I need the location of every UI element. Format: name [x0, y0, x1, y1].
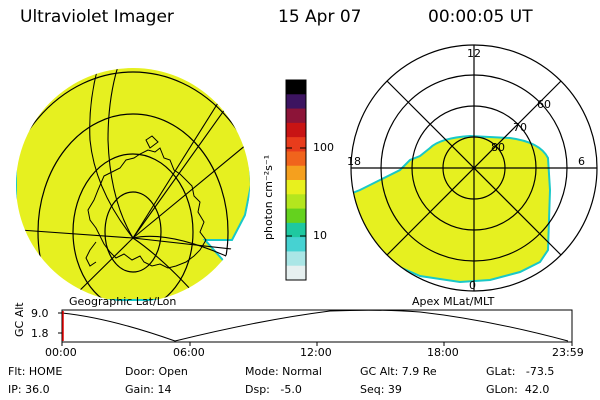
colorbar-segment	[286, 222, 306, 238]
mlt-label-right: 6	[578, 155, 585, 168]
timeline-xtick-1: 06:00	[173, 346, 205, 359]
colorbar-frame	[285, 79, 307, 281]
colorbar-segment	[286, 94, 306, 110]
colorbar-segment	[286, 80, 306, 95]
right-panel-caption: Apex MLat/MLT	[412, 295, 495, 308]
left-panel-caption: Geographic Lat/Lon	[69, 295, 177, 308]
timeline-xtick-4: 23:59	[552, 346, 584, 359]
status-gc-alt: GC Alt: 7.9 Re	[360, 365, 437, 378]
globe-lat-rings	[16, 71, 250, 302]
status-ip: IP: 36.0	[8, 383, 50, 396]
polar-grid	[350, 44, 598, 292]
status-door: Door: Open	[125, 365, 188, 378]
lat-label-70: 70	[513, 121, 527, 134]
colorbar-segment	[286, 208, 306, 224]
date-label: 15 Apr 07	[278, 7, 362, 27]
status-flt: Flt: HOME	[8, 365, 63, 378]
timeline-ylabel: GC Alt	[13, 302, 26, 337]
status-glat: GLat: -73.5	[486, 365, 555, 378]
status-seq: Seq: 39	[360, 383, 402, 396]
colorbar-segment	[286, 251, 306, 267]
lat-label-60: 60	[537, 98, 551, 111]
left-fill-region	[16, 68, 250, 301]
colorbar-tick-100: 100	[313, 141, 334, 154]
timeline-xtick-3: 18:00	[427, 346, 459, 359]
timeline-frame	[61, 309, 573, 343]
polar-map	[350, 44, 598, 292]
colorbar-tick-10: 10	[313, 229, 327, 242]
mlt-label-top: 12	[467, 47, 481, 60]
colorbar-segment	[286, 165, 306, 181]
colorbar-segment	[286, 237, 306, 252]
timeline-ytick-low: 1.8	[31, 327, 49, 340]
colorbar-segment	[286, 108, 306, 124]
timeline-xtick-2: 12:00	[300, 346, 332, 359]
time-label: 00:00:05 UT	[428, 7, 533, 27]
colorbar-segment	[286, 265, 306, 281]
status-glon: GLon: 42.0	[486, 383, 550, 396]
altitude-curve	[61, 309, 569, 342]
timeline-xtick-0: 00:00	[45, 346, 77, 359]
instrument-title: Ultraviolet Imager	[20, 7, 174, 27]
colorbar-segment	[286, 137, 306, 152]
timeline-ytick-high: 9.0	[31, 307, 49, 320]
colorbar-unit-label: photon cm⁻²s⁻¹	[262, 154, 275, 240]
colorbar-segment	[286, 194, 306, 210]
mlt-label-left: 18	[347, 155, 361, 168]
mlt-label-bottom: 0	[469, 279, 476, 292]
status-dsp: Dsp: -5.0	[245, 383, 302, 396]
lat-label-80: 80	[491, 141, 505, 154]
colorbar-segment	[286, 122, 306, 138]
timeline-plot	[58, 309, 573, 346]
coastline	[85, 135, 207, 269]
status-gain: Gain: 14	[125, 383, 172, 396]
colorbar	[286, 80, 306, 281]
colorbar-segment	[286, 151, 306, 167]
status-mode: Mode: Normal	[245, 365, 322, 378]
colorbar-segment	[286, 180, 306, 195]
right-fill-region	[351, 134, 552, 284]
